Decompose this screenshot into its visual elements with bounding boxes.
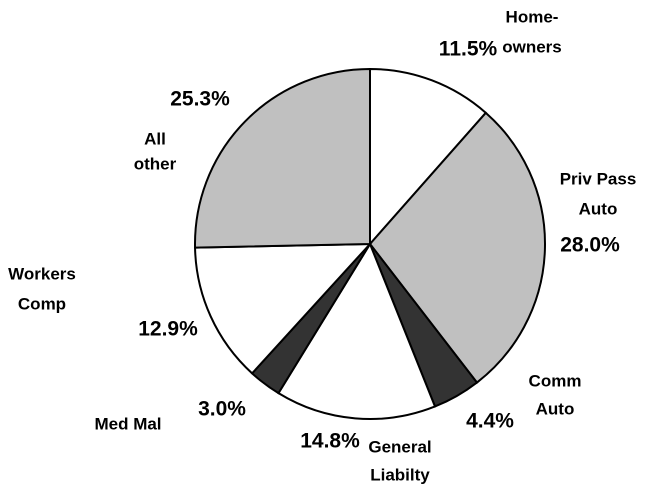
category-label: other [134,154,177,173]
pie-slice [368,111,546,384]
category-label: Workers [8,264,76,283]
category-label: Home- [506,7,559,26]
pie-slice [194,242,373,375]
category-label: Auto [536,399,575,418]
pie-slice [194,67,371,249]
value-label: 11.5% [439,38,498,61]
value-label: 25.3% [170,88,230,111]
value-label: 14.8% [300,430,360,453]
category-label: Comm [529,371,582,390]
category-label: Auto [579,199,618,218]
category-label: Med Mal [94,414,161,433]
value-label: 12.9% [138,318,198,341]
category-label: Liabilty [370,465,430,484]
value-label: 4.4% [466,410,514,433]
pie-slice [277,241,437,420]
value-label: 28.0% [560,234,620,257]
value-label: 3.0% [198,398,246,421]
category-label: owners [502,37,562,56]
category-label: Priv Pass [560,169,637,188]
pie-slice [369,67,488,247]
category-label: All [144,129,166,148]
category-label: Comp [18,294,66,313]
category-label: General [368,437,431,456]
